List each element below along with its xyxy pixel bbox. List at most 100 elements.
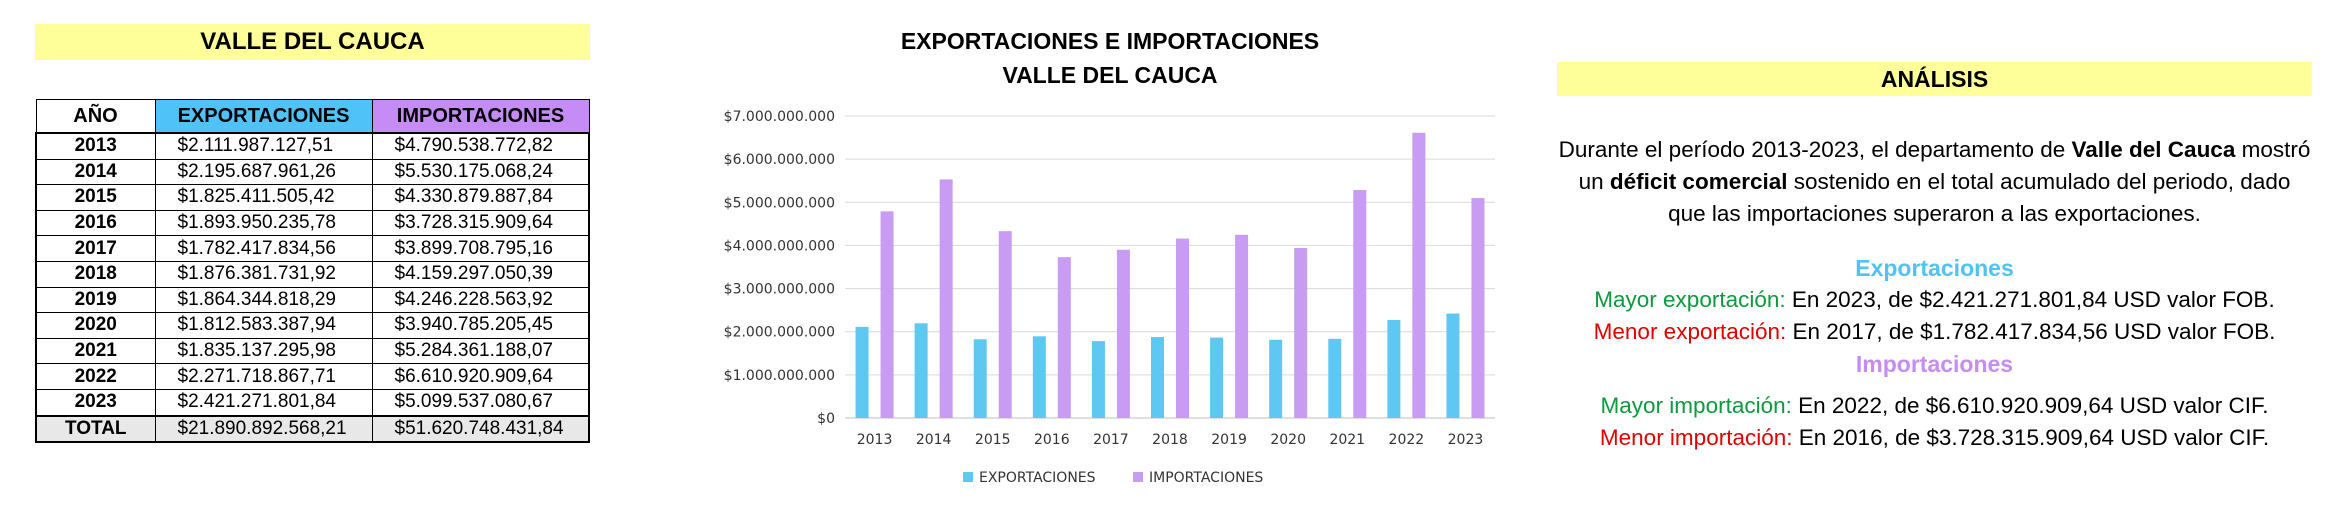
bar-exportaciones [973, 339, 987, 418]
exports-section-title: Exportaciones [1855, 255, 2014, 281]
x-tick-label: 2019 [1211, 432, 1247, 448]
intro-text-c: mostró un [1578, 137, 2311, 194]
imports-min-label: Menor importación: [1599, 425, 1793, 450]
y-tick-label: $6.000.000.000 [724, 152, 835, 168]
y-tick-label: $3.000.000.000 [724, 282, 835, 298]
table-row: 2022 $2.271.718.867,71 $6.610.920.909,64 [35, 363, 590, 390]
x-tick-label: 2016 [1034, 432, 1070, 448]
row-imp: $6.610.920.909,64 [371, 363, 590, 390]
row-year: 2017 [35, 235, 156, 262]
row-exp: $1.782.417.834,56 [154, 235, 373, 262]
row-imp: $4.330.879.887,84 [371, 184, 590, 211]
exports-max-text: En 2023, de $2.421.271.801,84 USD valor … [1785, 287, 2275, 312]
legend-swatch-importaciones [1133, 472, 1143, 482]
x-tick-label: 2018 [1152, 432, 1188, 448]
row-imp: $5.284.361.188,07 [371, 337, 590, 365]
bar-chart: $0 $1.000.000.000 $2.000.000.000 $3.000.000… [724, 109, 1495, 486]
row-imp: $5.099.537.080,67 [371, 388, 590, 417]
bar-exportaciones [1210, 337, 1224, 418]
bar-exportaciones [1091, 341, 1105, 418]
y-tick-label: $7.000.000.000 [724, 109, 835, 125]
y-tick-label: $2.000.000.000 [724, 325, 835, 341]
intro-region: Valle del Cauca [2071, 137, 2236, 162]
analysis-body: Durante el período 2013-2023, el departa… [1557, 134, 2312, 454]
bar-exportaciones [1151, 337, 1164, 418]
imports-min: Menor importación: En 2016, de $3.728.31… [1557, 422, 2312, 454]
total-imp: $51.620.748.431,84 [371, 415, 590, 443]
row-imp: $4.790.538.772,82 [371, 132, 590, 160]
exports-min-label: Menor exportación: [1593, 319, 1787, 344]
header-importaciones: IMPORTACIONES [371, 99, 590, 134]
bar-importaciones [1057, 257, 1071, 418]
row-year: 2016 [35, 209, 156, 237]
bar-importaciones [939, 179, 953, 418]
intro-deficit: déficit comercial [1609, 169, 1788, 194]
bar-exportaciones [1387, 319, 1401, 418]
row-year: 2023 [35, 388, 156, 417]
total-label: TOTAL [35, 415, 156, 443]
row-year: 2015 [35, 184, 156, 211]
x-tick-label: 2022 [1389, 432, 1425, 448]
analysis-intro: Durante el período 2013-2023, el departa… [1557, 134, 2312, 230]
analysis-title: ANÁLISIS [1557, 62, 2312, 96]
bar-importaciones [1176, 238, 1189, 418]
table-row: 2019 $1.864.344.818,29 $4.246.228.563,92 [35, 286, 590, 314]
table-title: VALLE DEL CAUCA [35, 24, 590, 60]
exports-max-label: Mayor exportación: [1594, 287, 1786, 312]
row-imp: $3.728.315.909,64 [371, 209, 590, 237]
bar-exportaciones [1269, 339, 1283, 418]
y-tick-label: $4.000.000.000 [724, 238, 835, 254]
table-total-row: TOTAL $21.890.892.568,21 $51.620.748.431… [35, 415, 590, 443]
row-imp: $3.940.785.205,45 [371, 312, 590, 339]
imports-max: Mayor importación: En 2022, de $6.610.92… [1557, 390, 2312, 422]
x-tick-label: 2023 [1448, 432, 1484, 448]
bar-importaciones [1353, 190, 1367, 418]
intro-text-e: sostenido en el total acumulado del peri… [1668, 169, 2291, 226]
imports-section-title: Importaciones [1855, 351, 2014, 377]
row-year: 2021 [35, 337, 156, 365]
x-tick-label: 2021 [1329, 432, 1365, 448]
bar-importaciones [880, 211, 894, 418]
legend-label-exportaciones: EXPORTACIONES [979, 470, 1096, 486]
row-year: 2013 [35, 132, 156, 160]
row-exp: $1.835.137.295,98 [154, 337, 373, 365]
chart-title: EXPORTACIONES E IMPORTACIONES VALLE DEL … [790, 24, 1430, 92]
total-exp: $21.890.892.568,21 [154, 415, 373, 443]
bar-importaciones [998, 231, 1012, 418]
legend-swatch-exportaciones [963, 472, 973, 482]
header-exportaciones: EXPORTACIONES [154, 99, 373, 134]
table-header-row: AÑO EXPORTACIONES IMPORTACIONES [35, 99, 590, 134]
row-exp: $2.421.271.801,84 [154, 388, 373, 417]
y-tick-label: $0 [817, 411, 835, 427]
row-exp: $2.271.718.867,71 [154, 363, 373, 390]
table-row: 2020 $1.812.583.387,94 $3.940.785.205,45 [35, 312, 590, 339]
y-tick-label: $1.000.000.000 [724, 368, 835, 384]
row-exp: $2.195.687.961,26 [154, 158, 373, 186]
row-imp: $4.159.297.050,39 [371, 260, 590, 288]
header-year: AÑO [35, 99, 156, 134]
bar-importaciones [1471, 197, 1485, 418]
row-imp: $4.246.228.563,92 [371, 286, 590, 314]
row-year: 2019 [35, 286, 156, 314]
row-imp: $5.530.175.068,24 [371, 158, 590, 186]
chart-title-line1: EXPORTACIONES E IMPORTACIONES [900, 28, 1320, 54]
imports-min-text: En 2016, de $3.728.315.909,64 USD valor … [1792, 425, 2270, 450]
row-exp: $1.825.411.505,42 [154, 184, 373, 211]
exports-min: Menor exportación: En 2017, de $1.782.41… [1557, 316, 2312, 348]
table-row: 2015 $1.825.411.505,42 $4.330.879.887,84 [35, 184, 590, 211]
x-tick-label: 2014 [916, 432, 952, 448]
row-exp: $2.111.987.127,51 [154, 132, 373, 160]
imports-max-label: Mayor importación: [1600, 393, 1792, 418]
row-year: 2020 [35, 312, 156, 339]
row-year: 2014 [35, 158, 156, 186]
table-row: 2021 $1.835.137.295,98 $5.284.361.188,07 [35, 337, 590, 365]
row-year: 2018 [35, 260, 156, 288]
table-row: 2013 $2.111.987.127,51 $4.790.538.772,82 [35, 132, 590, 160]
x-tick-label: 2020 [1270, 432, 1306, 448]
imports-max-text: En 2022, de $6.610.920.909,64 USD valor … [1791, 393, 2269, 418]
intro-text-a: Durante el período 2013-2023, el departa… [1558, 137, 2072, 162]
table-row: 2017 $1.782.417.834,56 $3.899.708.795,16 [35, 235, 590, 262]
table-row: 2023 $2.421.271.801,84 $5.099.537.080,67 [35, 388, 590, 417]
row-year: 2022 [35, 363, 156, 390]
row-exp: $1.893.950.235,78 [154, 209, 373, 237]
